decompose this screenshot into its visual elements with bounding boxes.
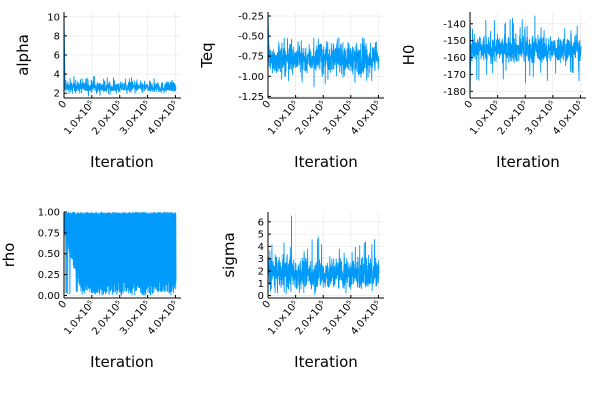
x-tick-label: 0 bbox=[261, 299, 274, 311]
x-tick-label: 0 bbox=[463, 99, 476, 111]
x-axis-label: Iteration bbox=[496, 153, 560, 171]
axes bbox=[63, 212, 181, 299]
axes bbox=[267, 12, 384, 99]
y-ticks: 2 4 6 8 10 bbox=[47, 12, 67, 100]
y-ticks: -1.25 -1.00 -0.75 -0.50 -0.25 bbox=[238, 12, 271, 103]
y-tick-label: -0.50 bbox=[238, 32, 264, 43]
y-ticks: 0.00 0.25 0.50 0.75 1.00 bbox=[38, 208, 67, 302]
trace-line bbox=[63, 211, 177, 296]
y-tick-label: -1.25 bbox=[238, 92, 264, 103]
y-axis-label: rho bbox=[0, 243, 18, 268]
trace-series bbox=[469, 15, 582, 97]
y-tick-label: 6 bbox=[54, 51, 60, 62]
trace-series bbox=[267, 215, 380, 295]
y-tick-label: -140 bbox=[443, 19, 466, 30]
y-axis-label: H0 bbox=[400, 45, 418, 66]
trace-series bbox=[63, 13, 177, 97]
y-axis-label: sigma bbox=[220, 232, 238, 277]
y-tick-label: 3 bbox=[258, 254, 264, 265]
y-tick-label: -0.25 bbox=[238, 12, 264, 23]
y-tick-label: 1.00 bbox=[38, 208, 60, 219]
y-tick-label: 10 bbox=[47, 12, 60, 23]
y-ticks: -180 -170 -160 -150 -140 bbox=[443, 19, 473, 98]
trace-line bbox=[267, 13, 380, 88]
trace-line bbox=[63, 13, 177, 97]
x-tick-label: 0 bbox=[261, 99, 274, 111]
y-tick-label: -150 bbox=[443, 36, 466, 47]
y-tick-label: 0.75 bbox=[38, 228, 60, 239]
y-tick-label: -180 bbox=[443, 87, 466, 98]
y-tick-label: 0 bbox=[258, 291, 264, 302]
y-tick-label: -1.00 bbox=[238, 72, 264, 83]
axes bbox=[469, 12, 586, 99]
y-tick-label: -160 bbox=[443, 53, 466, 64]
y-tick-label: -170 bbox=[443, 70, 466, 81]
x-axis-label: Iteration bbox=[90, 353, 154, 371]
trace-series bbox=[63, 211, 177, 296]
trace-line bbox=[267, 236, 380, 295]
y-tick-label: 2 bbox=[54, 89, 60, 100]
y-tick-label: 6 bbox=[258, 217, 264, 228]
x-axis-label: Iteration bbox=[294, 353, 358, 371]
y-tick-label: 0.00 bbox=[38, 291, 60, 302]
y-tick-label: -0.75 bbox=[238, 52, 264, 63]
y-tick-label: 2 bbox=[258, 266, 264, 277]
x-tick-label: 0 bbox=[57, 99, 70, 111]
y-tick-label: 5 bbox=[258, 230, 264, 241]
y-axis-label: Teq bbox=[198, 42, 216, 68]
y-tick-label: 4 bbox=[54, 70, 60, 81]
trace-line bbox=[469, 15, 582, 97]
y-axis-label: alpha bbox=[14, 34, 32, 76]
y-tick-label: 0.50 bbox=[38, 249, 60, 260]
trace-series bbox=[267, 13, 380, 88]
y-tick-label: 8 bbox=[54, 31, 60, 42]
y-tick-label: 1 bbox=[258, 279, 264, 290]
x-axis-label: Iteration bbox=[90, 153, 154, 171]
y-tick-label: 0.25 bbox=[38, 270, 60, 281]
y-tick-label: 4 bbox=[258, 242, 264, 253]
x-axis-label: Iteration bbox=[294, 153, 358, 171]
x-tick-label: 0 bbox=[57, 299, 70, 311]
